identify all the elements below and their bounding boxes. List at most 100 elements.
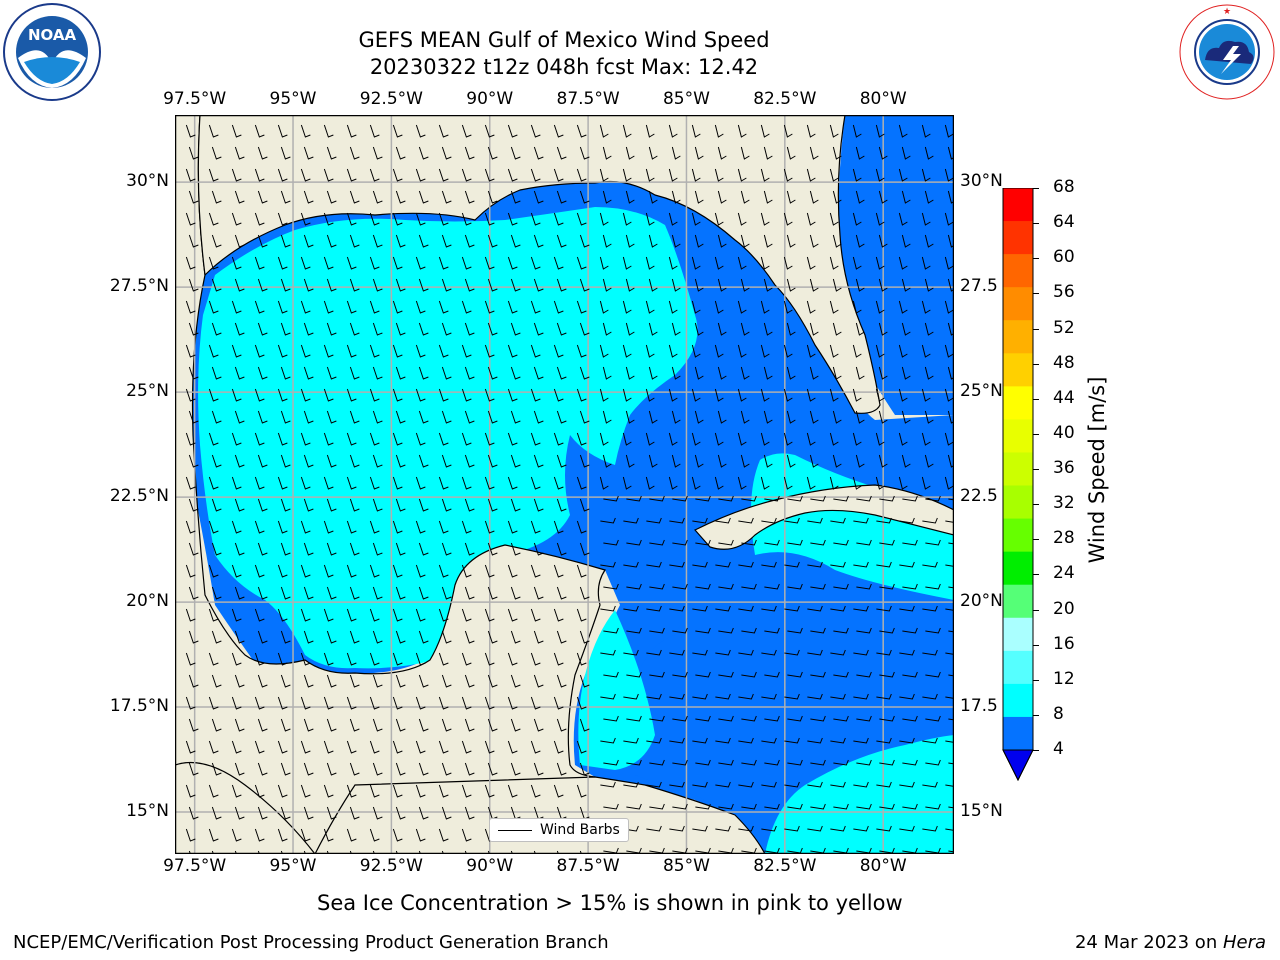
colorbar-tick-label: 40 — [1053, 422, 1075, 443]
wind-barb — [372, 410, 383, 424]
colorbar-segment — [1003, 287, 1033, 321]
wind-barb — [853, 693, 869, 700]
wind-barb — [510, 234, 521, 248]
wind-barb — [441, 190, 452, 204]
wind-barb — [323, 344, 334, 358]
wind-barb — [211, 806, 222, 820]
wind-barb — [672, 715, 688, 722]
wind-barb — [737, 476, 747, 490]
wind-barb — [438, 432, 449, 446]
wind-barb — [392, 784, 403, 798]
wind-barb — [944, 344, 954, 358]
colorbar-segment — [1003, 386, 1033, 420]
wind-barb — [901, 278, 911, 292]
wind-barb — [231, 608, 242, 622]
wind-barb — [878, 366, 888, 380]
wind-barb — [852, 388, 862, 402]
wind-barb — [461, 608, 472, 622]
wind-barb — [718, 671, 734, 678]
wind-barb — [899, 517, 915, 524]
wind-barb — [257, 278, 268, 292]
wind-barb — [901, 146, 911, 160]
wind-barb — [922, 737, 938, 744]
wind-speed-map — [174, 114, 955, 855]
wind-barb — [392, 740, 403, 754]
wind-barb — [208, 652, 219, 666]
wind-barb — [507, 212, 518, 226]
wind-barb — [326, 718, 337, 732]
wind-barb — [208, 828, 219, 842]
wind-barb — [600, 605, 616, 612]
wind-barb — [602, 366, 612, 380]
wind-barb — [668, 388, 678, 402]
wind-barb — [579, 586, 590, 600]
wind-barb — [830, 649, 846, 656]
wind-barb — [395, 410, 406, 424]
wind-barb — [303, 410, 314, 424]
wind-barb — [441, 278, 452, 292]
wind-barb — [510, 630, 521, 644]
wind-barb — [185, 828, 196, 842]
wind-barb — [326, 234, 337, 248]
wind-barb — [579, 366, 590, 380]
wind-barb — [346, 784, 357, 798]
wind-barb — [415, 784, 426, 798]
wind-barb — [856, 495, 872, 502]
wind-barb — [257, 542, 268, 556]
lon-label-bottom: 82.5°W — [753, 856, 817, 876]
wind-barb — [438, 388, 449, 402]
legend-line-icon — [498, 829, 532, 831]
wind-barb — [392, 300, 403, 314]
wind-barb — [234, 498, 245, 512]
wind-barb — [669, 781, 685, 788]
colorbar-tick-label: 48 — [1053, 352, 1075, 373]
wind-barb — [764, 715, 780, 722]
wind-barb — [602, 278, 612, 292]
wind-barb — [806, 388, 816, 402]
wind-barb — [830, 781, 846, 788]
caribbean-ws-8-12 — [765, 735, 954, 854]
wind-barb — [787, 583, 803, 590]
wind-barb — [691, 168, 701, 182]
wind-barb — [852, 124, 862, 138]
wind-barb — [626, 583, 642, 590]
wind-barb — [852, 344, 862, 358]
wind-barb — [717, 366, 727, 380]
colorbar-tick-label: 52 — [1053, 317, 1075, 338]
wind-barb — [484, 652, 495, 666]
wind-barb — [738, 561, 754, 568]
wind-barb — [925, 539, 941, 546]
wind-barb — [464, 806, 475, 820]
wind-barb — [944, 476, 954, 490]
wind-barb — [622, 344, 632, 358]
wind-barb — [645, 344, 655, 358]
wind-barb — [856, 803, 872, 810]
wind-barb — [234, 454, 245, 468]
wind-barb — [809, 190, 819, 204]
wind-barb — [579, 542, 590, 556]
wind-barb — [418, 366, 429, 380]
wind-barb — [395, 366, 406, 380]
wind-barb — [740, 322, 750, 336]
wind-barb — [579, 674, 590, 688]
wind-barb — [602, 234, 612, 248]
wind-barb — [626, 803, 642, 810]
wind-barb — [461, 652, 472, 666]
wind-barb — [415, 388, 426, 402]
wind-barb — [925, 495, 941, 502]
wind-barb — [372, 322, 383, 336]
wind-barb — [369, 388, 380, 402]
wind-barb — [806, 124, 816, 138]
wind-barb — [807, 517, 823, 524]
wind-barb — [303, 366, 314, 380]
wind-barb — [188, 630, 199, 644]
wind-barb — [600, 693, 616, 700]
wind-barb — [257, 234, 268, 248]
wind-barb — [372, 278, 383, 292]
wind-barb — [852, 432, 862, 446]
wind-barb — [484, 784, 495, 798]
wind-barb — [441, 410, 452, 424]
wind-barb — [832, 190, 842, 204]
lat-label-left: 25°N — [126, 381, 169, 402]
wind-barb — [556, 498, 567, 512]
